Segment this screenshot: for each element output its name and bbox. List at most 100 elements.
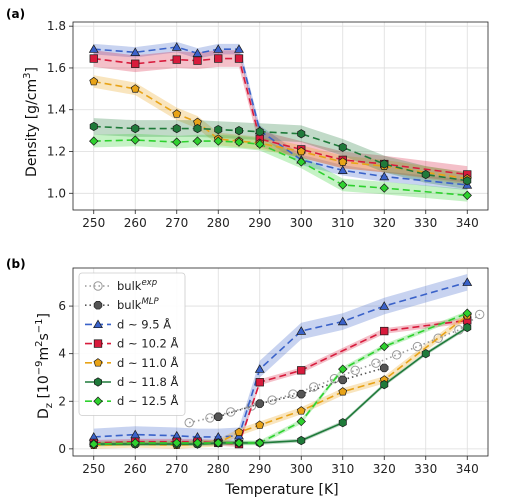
density-data-point-3	[463, 176, 472, 186]
diffusion-xtick-label: 260	[124, 462, 147, 476]
diffusion-data-point-1	[380, 363, 389, 373]
density-ytick-label: 1.6	[47, 61, 66, 75]
density-series-line-3	[93, 125, 468, 182]
diffusion-data-point-0	[246, 401, 257, 411]
density-data-point-1	[234, 54, 244, 63]
diffusion-data-point-1	[214, 412, 223, 421]
diffusion-data-point-2	[254, 364, 265, 373]
density-data-point-4	[255, 139, 265, 149]
diffusion-xtick-label: 310	[331, 462, 354, 476]
legend-marker	[94, 377, 102, 387]
diffusion-series	[88, 277, 485, 450]
density-series	[88, 42, 473, 201]
diffusion-data-point-5	[338, 418, 347, 428]
density-xtick-label: 250	[82, 216, 105, 230]
density-data-point-3	[214, 124, 223, 135]
density-data-point-4	[172, 137, 182, 147]
density-data-point-2	[338, 157, 348, 166]
density-data-point-1	[131, 59, 140, 68]
diffusion-y-axis-label: Dz [10−9m2s−1]	[34, 313, 55, 419]
density-data-point-4	[296, 157, 306, 167]
diffusion-data-point-6	[379, 341, 389, 352]
density-data-point-1	[172, 55, 181, 64]
density-data-point-4	[338, 180, 348, 190]
density-bands	[93, 41, 468, 202]
density-data-point-0	[379, 171, 390, 181]
panel-label-b: (b)	[6, 257, 26, 271]
density-band-4	[93, 133, 468, 202]
density-data-point-0	[171, 42, 182, 51]
density-data-point-3	[338, 142, 347, 152]
legend-marker	[93, 319, 103, 329]
diffusion-data-point-1	[297, 389, 306, 399]
density-xtick-label: 300	[290, 216, 313, 230]
density-data-point-1	[214, 54, 223, 63]
diffusion-series-line-0	[189, 313, 481, 424]
legend-marker	[93, 358, 103, 367]
legend-entry-label: d ~ 10.2 Å	[117, 336, 179, 351]
diffusion-data-point-6	[462, 308, 472, 318]
density-data-point-3	[421, 169, 430, 180]
density-xtick-label: 330	[414, 216, 437, 230]
diffusion-bands	[93, 273, 468, 449]
diffusion-plot-frame	[72, 267, 489, 457]
panel-label-a: (a)	[6, 7, 25, 21]
diffusion-data-point-0	[412, 341, 423, 352]
diffusion-xtick-label: 330	[414, 462, 437, 476]
legend-entry-label: d ~ 11.8 Å	[117, 374, 179, 389]
density-data-point-3	[255, 127, 264, 137]
diffusion-data-point-0	[309, 382, 319, 392]
diffusion-data-point-6	[296, 416, 306, 427]
density-data-point-4	[89, 136, 99, 146]
diffusion-data-point-6	[130, 438, 140, 448]
diffusion-data-point-6	[338, 364, 348, 374]
diffusion-data-point-0	[392, 350, 402, 360]
diffusion-data-point-0	[350, 365, 360, 376]
legend-entry-label: d ~ 12.5 Å	[117, 393, 179, 408]
density-data-point-3	[131, 123, 140, 134]
density-data-point-2	[296, 146, 306, 156]
diffusion-data-point-0	[475, 309, 485, 320]
diffusion-data-point-3	[380, 326, 389, 336]
density-band-2	[93, 75, 468, 185]
diffusion-data-point-5	[297, 435, 306, 446]
diffusion-data-point-1	[255, 399, 264, 408]
density-plot-frame	[72, 21, 489, 211]
diffusion-data-point-0	[226, 407, 236, 417]
density-band-3	[93, 118, 468, 190]
diffusion-xtick-label: 290	[248, 462, 271, 476]
density-data-point-3	[235, 126, 243, 136]
diffusion-ytick-label: 6	[58, 299, 66, 313]
diffusion-ytick-label: 2	[58, 394, 66, 408]
diffusion-data-point-4	[338, 387, 348, 396]
diffusion-xtick-label: 320	[373, 462, 396, 476]
density-data-point-3	[193, 123, 202, 134]
diffusion-data-point-2	[337, 316, 348, 326]
density-xtick-label: 290	[248, 216, 271, 230]
density-data-point-0	[88, 44, 99, 53]
diffusion-data-point-6	[213, 438, 223, 448]
diffusion-data-point-2	[379, 301, 390, 310]
density-data-point-4	[130, 135, 140, 145]
density-xtick-label: 280	[207, 216, 230, 230]
density-y-axis-label: Density [g/cm3]	[22, 67, 40, 177]
diffusion-data-point-5	[421, 349, 430, 359]
legend-marker	[93, 339, 103, 348]
diffusion-ticks: 250 260 270 280 290 300 310 320 330 340 0 2 4 6	[58, 299, 478, 476]
legend-marker	[93, 300, 103, 310]
legend-entry-label: bulkMLP	[117, 297, 160, 312]
diffusion-data-point-0	[433, 333, 443, 343]
density-grid	[73, 22, 488, 210]
density-data-point-2	[172, 109, 182, 118]
density-data-point-4	[462, 190, 472, 201]
density-ytick-label: 1.2	[47, 145, 66, 159]
diffusion-xtick-label: 340	[456, 462, 479, 476]
legend: bulkexp bulkMLP d ~ 9.5 Å d ~ 10.2 Å d ~ 11.…	[78, 272, 186, 416]
diffusion-xtick-label: 270	[165, 462, 188, 476]
diffusion-data-point-3	[255, 378, 264, 387]
density-data-point-2	[130, 84, 140, 93]
diffusion-band-2	[93, 273, 468, 446]
density-ytick-label: 1.0	[47, 186, 66, 200]
diffusion-data-point-2	[296, 326, 307, 335]
density-xtick-label: 340	[456, 216, 479, 230]
